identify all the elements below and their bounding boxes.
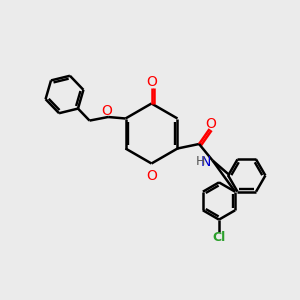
Text: O: O: [206, 117, 217, 130]
Text: O: O: [101, 104, 112, 118]
Text: Cl: Cl: [212, 231, 226, 244]
Text: H: H: [195, 155, 205, 169]
Text: O: O: [146, 169, 157, 184]
Text: O: O: [146, 76, 157, 89]
Text: N: N: [201, 155, 211, 169]
